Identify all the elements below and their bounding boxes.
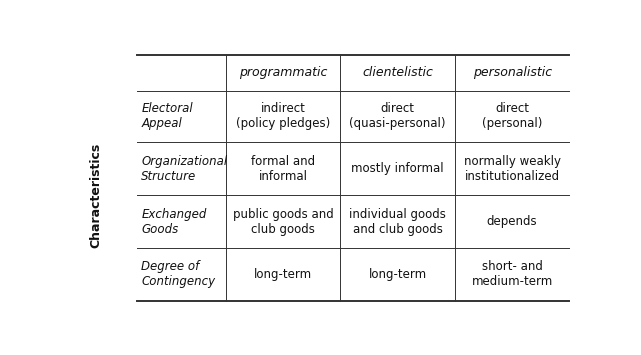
Text: normally weakly
institutionalized: normally weakly institutionalized <box>463 155 561 183</box>
Text: Characteristics: Characteristics <box>90 143 103 248</box>
Text: direct
(personal): direct (personal) <box>482 102 542 130</box>
Text: Organizational
Structure: Organizational Structure <box>141 155 228 183</box>
Text: programmatic: programmatic <box>239 66 328 79</box>
Text: long-term: long-term <box>369 268 427 281</box>
Text: personalistic: personalistic <box>472 66 552 79</box>
Text: clientelistic: clientelistic <box>362 66 433 79</box>
Text: short- and
medium-term: short- and medium-term <box>472 261 553 289</box>
Text: Degree of
Contingency: Degree of Contingency <box>141 261 215 289</box>
Text: direct
(quasi-personal): direct (quasi-personal) <box>349 102 446 130</box>
Text: depends: depends <box>487 215 538 228</box>
Text: long-term: long-term <box>254 268 312 281</box>
Text: formal and
informal: formal and informal <box>251 155 315 183</box>
Text: Electoral
Appeal: Electoral Appeal <box>141 102 193 130</box>
Text: individual goods
and club goods: individual goods and club goods <box>349 208 446 236</box>
Text: indirect
(policy pledges): indirect (policy pledges) <box>236 102 330 130</box>
Text: public goods and
club goods: public goods and club goods <box>233 208 333 236</box>
Text: Exchanged
Goods: Exchanged Goods <box>141 208 206 236</box>
Text: mostly informal: mostly informal <box>351 162 444 175</box>
